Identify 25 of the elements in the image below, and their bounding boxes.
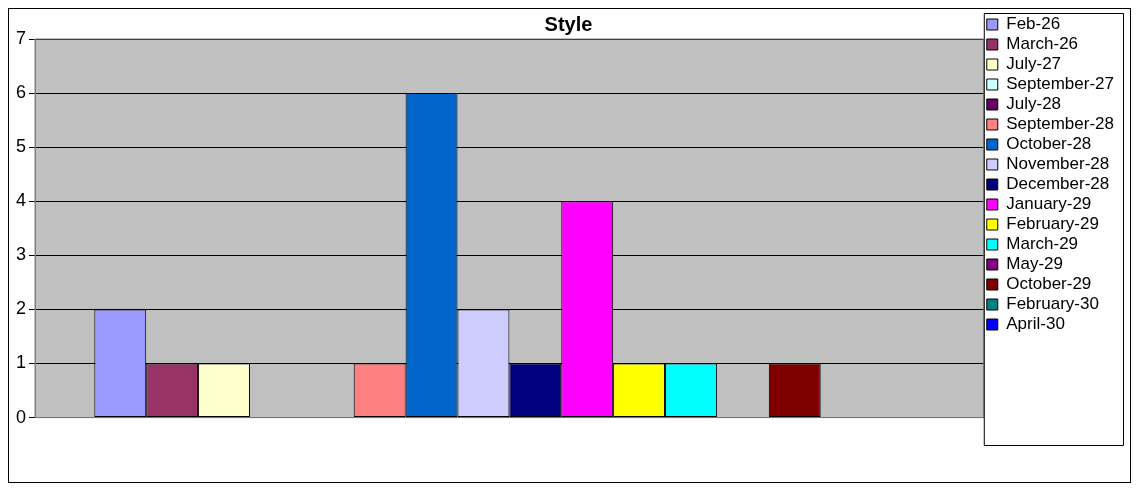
legend-label: October-29 — [1006, 274, 1092, 294]
legend-label: November-28 — [1006, 154, 1110, 174]
y-tick-label: 2 — [16, 298, 27, 319]
legend-label: April-30 — [1006, 314, 1065, 334]
y-tick-label: 3 — [16, 244, 27, 265]
legend-label: December-28 — [1006, 174, 1110, 194]
legend-label: March-29 — [1006, 234, 1079, 254]
legend-label: July-27 — [1006, 54, 1062, 74]
y-tick-label: 0 — [16, 406, 27, 427]
y-tick-label: 4 — [16, 190, 27, 211]
legend-label: February-29 — [1006, 214, 1099, 234]
chart-title: Style — [544, 12, 593, 35]
y-tick-label: 7 — [16, 27, 27, 48]
legend-label: October-28 — [1006, 134, 1092, 154]
legend-label: September-27 — [1006, 74, 1115, 94]
legend-label: February-30 — [1006, 294, 1099, 314]
legend-label: September-28 — [1006, 114, 1115, 134]
legend-label: March-26 — [1006, 34, 1079, 54]
y-tick-label: 6 — [16, 82, 27, 103]
y-tick-label: 5 — [16, 136, 27, 157]
legend-label: May-29 — [1006, 254, 1063, 274]
legend-label: Feb-26 — [1006, 14, 1061, 34]
y-tick-label: 1 — [16, 352, 27, 373]
legend-label: January-29 — [1006, 194, 1092, 214]
legend-label: July-28 — [1006, 94, 1062, 114]
